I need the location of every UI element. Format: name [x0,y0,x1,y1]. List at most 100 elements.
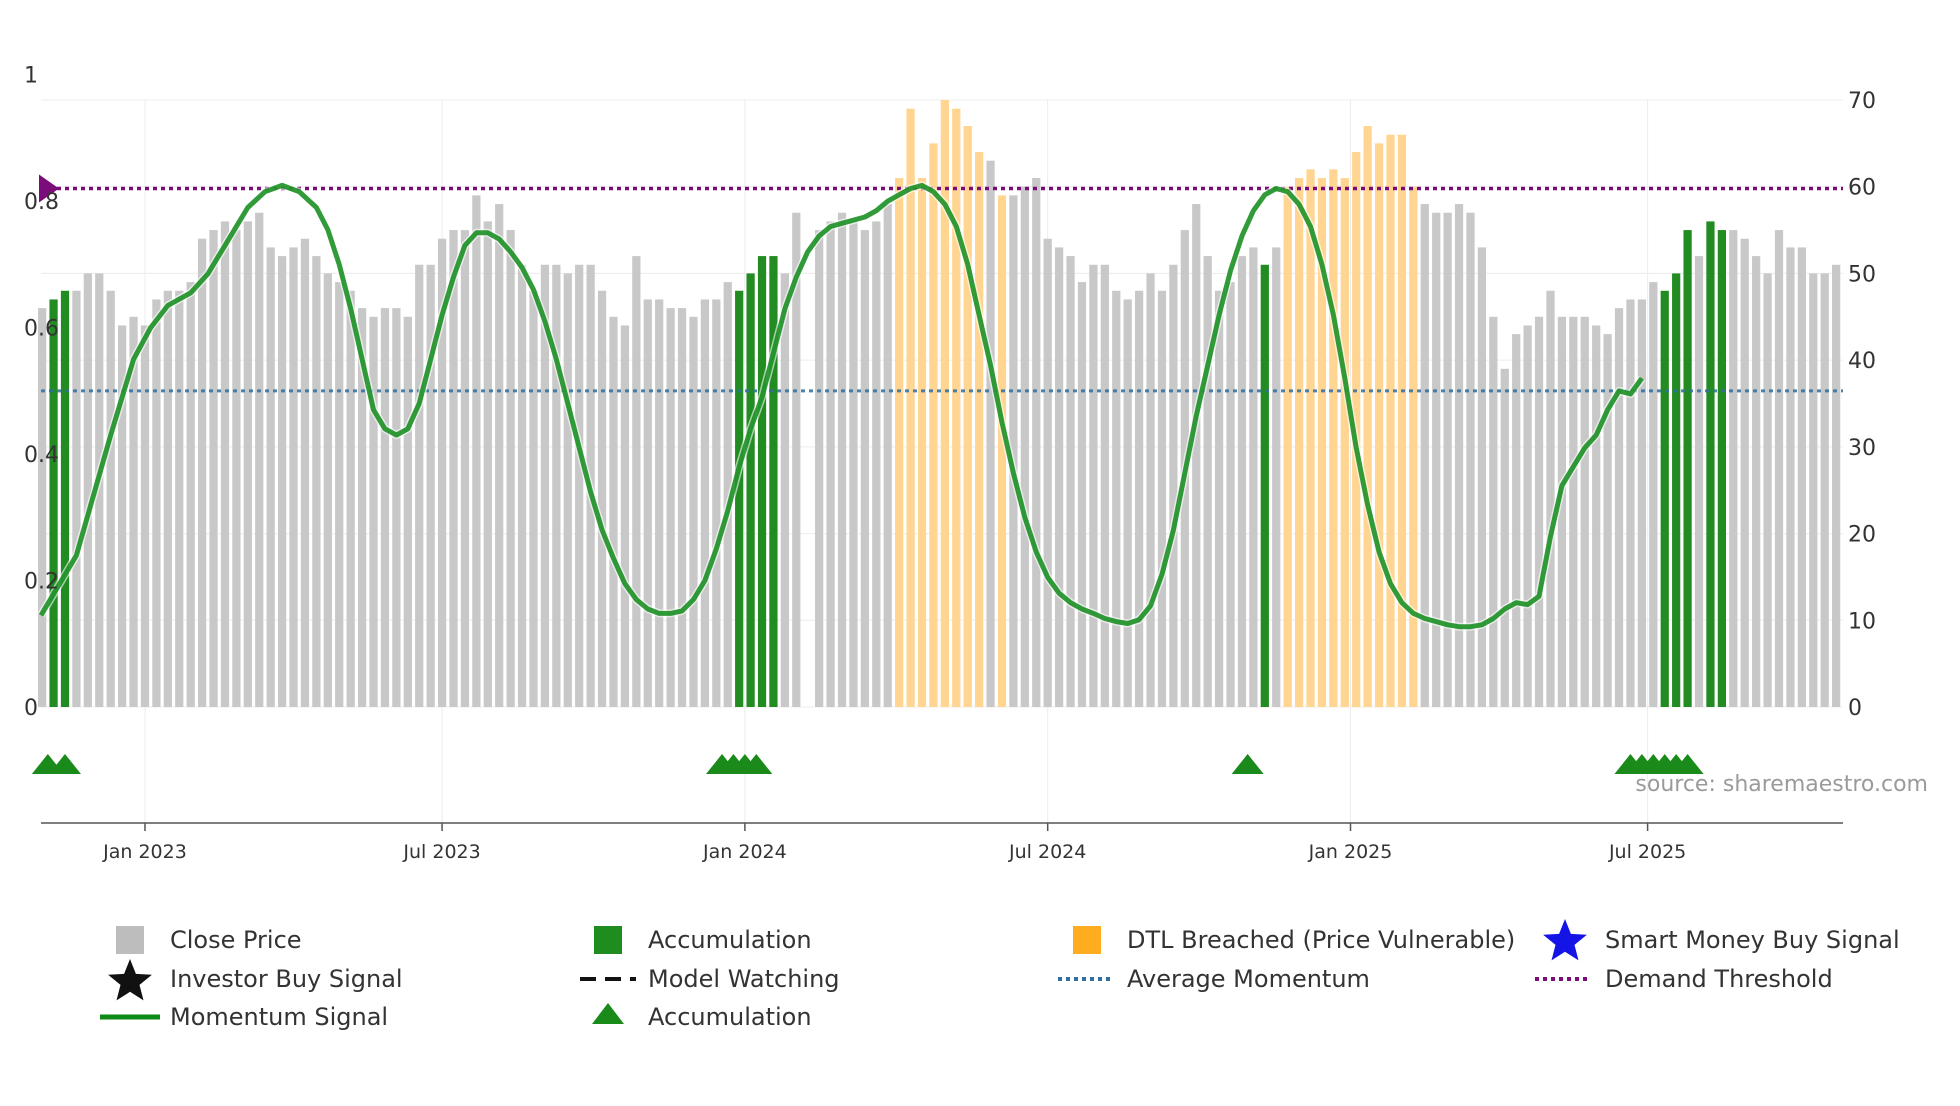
bar-week-17 [209,230,218,708]
bar-week-32 [380,308,390,707]
bar-week-3 [49,299,58,707]
bar-week-115 [1329,169,1338,707]
x-axis-tick-label: Jul 2024 [1008,841,1086,863]
bar-week-148 [1706,221,1715,707]
bar-week-72 [837,212,847,707]
bar-week-91 [1055,247,1064,707]
legend-label-momentum-signal: Momentum Signal [170,1003,388,1031]
bar-week-80 [929,143,938,707]
bar-week-105 [1214,290,1224,707]
left-axis-tick-label: 1 [24,64,38,89]
bar-week-140 [1614,308,1624,707]
x-axis-tick-label: Jul 2025 [1608,841,1686,863]
bar-week-51 [597,290,607,707]
bar-week-141 [1626,299,1635,707]
legend-triangle-icon [592,1003,624,1024]
bar-week-22 [266,247,275,707]
bar-week-53 [620,325,630,707]
bar-week-114 [1317,178,1327,708]
bar-week-13 [163,290,172,707]
bar-week-4 [60,290,70,707]
bar-week-149 [1717,230,1726,708]
bar-week-151 [1740,238,1749,707]
bar-week-76 [883,204,892,708]
bar-week-107 [1237,256,1247,707]
bar-week-139 [1603,334,1612,707]
bar-week-150 [1729,230,1738,708]
bar-week-8 [106,290,115,707]
legend: Close Price Accumulation DTL Breached (P… [100,919,1900,1031]
right-axis-tick-label: 30 [1848,436,1876,461]
left-axis-tick-label: 0.2 [24,570,59,595]
markers-layer [31,754,1704,774]
bar-week-101 [1169,264,1178,707]
bar-week-42 [495,204,504,708]
bar-week-27 [323,273,332,707]
bar-week-70 [815,230,824,708]
bar-week-79 [917,178,927,708]
right-axis-tick-label: 70 [1848,89,1876,114]
bar-week-2 [38,308,47,707]
bar-week-93 [1077,282,1087,707]
legend-label-accumulation: Accumulation [648,926,812,954]
bar-week-67 [780,273,789,707]
bar-week-155 [1786,247,1795,707]
bar-week-40 [472,195,481,707]
bar-week-87 [1009,195,1018,707]
bar-week-20 [243,221,252,707]
bar-week-33 [392,308,401,707]
bar-week-129 [1489,316,1498,707]
bar-week-133 [1534,316,1544,707]
bar-week-154 [1774,230,1784,708]
bar-week-137 [1580,316,1589,707]
bar-week-157 [1809,273,1818,707]
x-axis-tick-label: Jan 2025 [1308,841,1393,863]
accumulation-triangle-icon [1231,754,1264,774]
bar-week-134 [1546,290,1555,707]
bar-week-56 [655,299,664,707]
bar-week-58 [677,308,687,707]
bar-week-156 [1797,247,1806,707]
bar-week-138 [1592,325,1601,707]
left-axis-tick-label: 0.8 [24,190,59,215]
bar-week-88 [1020,186,1029,707]
bar-week-63 [735,290,744,707]
bar-week-118 [1363,126,1372,707]
bars-layer [38,100,1841,708]
bar-week-18 [220,221,230,707]
bar-week-43 [506,230,515,708]
bar-week-126 [1454,204,1464,708]
bar-week-120 [1386,134,1395,707]
bar-week-55 [643,299,652,707]
accumulation-triangle-icon [48,754,81,774]
bar-week-90 [1043,238,1052,707]
bar-week-127 [1466,212,1475,707]
lines-layer [37,174,1843,631]
bar-week-152 [1752,256,1761,707]
legend-label-dtl: DTL Breached (Price Vulnerable) [1127,926,1515,954]
bar-week-97 [1123,299,1132,707]
bar-week-99 [1146,273,1155,707]
bar-week-98 [1134,290,1144,707]
smart-money-star-icon [1543,919,1587,961]
bar-week-158 [1820,273,1829,707]
bar-week-46 [540,264,550,707]
bar-week-66 [769,256,778,707]
bar-week-64 [746,273,755,707]
bar-week-60 [700,299,710,707]
bar-week-23 [277,256,287,707]
bar-week-9 [118,325,127,707]
bar-week-31 [369,316,378,707]
bar-week-54 [632,256,641,707]
bar-week-11 [140,325,150,707]
bar-week-36 [426,264,435,707]
bar-week-130 [1500,368,1509,707]
bar-week-10 [129,316,138,707]
bar-week-135 [1557,316,1567,707]
bar-week-92 [1066,256,1075,707]
bar-week-28 [335,282,344,707]
right-axis-tick-label: 60 [1848,176,1876,201]
legend-label-model-watching: Model Watching [648,965,840,993]
